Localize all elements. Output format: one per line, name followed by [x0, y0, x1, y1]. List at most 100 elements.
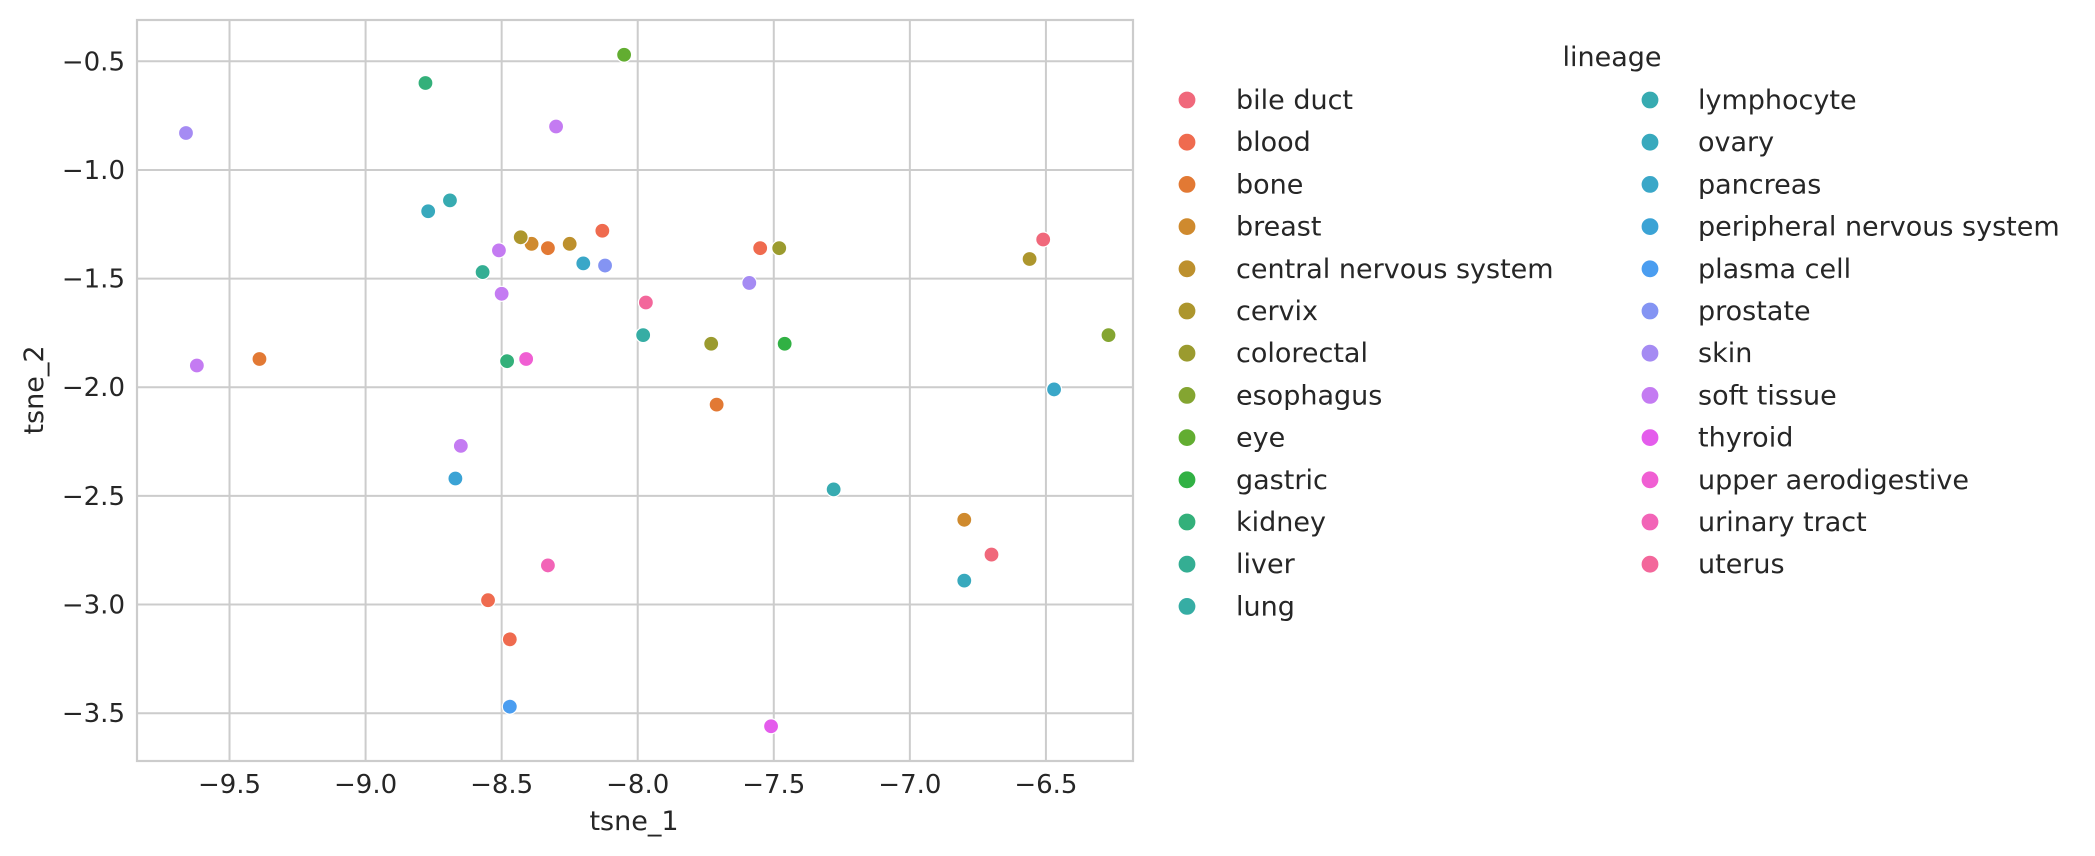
data-point — [177, 124, 195, 142]
y-tick-label: −2.0 — [62, 373, 125, 403]
legend-marker — [1177, 217, 1197, 237]
x-tick-label: −7.0 — [878, 770, 941, 800]
y-tick-label: −3.5 — [62, 699, 125, 729]
x-tick-label: −9.5 — [198, 770, 261, 800]
legend-label: eye — [1236, 423, 1285, 454]
legend-marker — [1177, 596, 1197, 617]
data-point — [825, 481, 842, 498]
y-axis-title: tsne_2 — [19, 345, 50, 434]
legend-marker — [1640, 428, 1660, 448]
legend-label: peripheral nervous system — [1698, 212, 2060, 243]
legend-marker — [1640, 554, 1660, 574]
data-point — [452, 437, 469, 455]
data-point — [188, 357, 205, 374]
legend-label: esophagus — [1236, 380, 1382, 411]
legend-label: ovary — [1698, 127, 1774, 158]
legend-marker — [1640, 470, 1660, 490]
data-point — [956, 511, 973, 528]
legend-label: kidney — [1236, 507, 1326, 538]
grid — [137, 20, 1133, 761]
legend-label: liver — [1236, 549, 1296, 580]
data-point — [474, 263, 491, 281]
x-tick-label: −6.5 — [1014, 770, 1077, 800]
legend-marker — [1177, 259, 1197, 279]
data-point — [518, 350, 535, 368]
legend-label: bile duct — [1236, 85, 1353, 116]
legend-label: gastric — [1236, 465, 1328, 496]
legend-label: upper aerodigestive — [1698, 465, 1969, 496]
data-point — [547, 118, 565, 135]
data-point — [741, 274, 758, 292]
y-tick-label: −0.5 — [62, 47, 125, 77]
legend-marker — [1640, 259, 1660, 279]
data-point — [703, 335, 720, 352]
legend-label: plasma cell — [1698, 254, 1851, 285]
data-point — [616, 46, 633, 63]
data-point — [575, 255, 592, 272]
legend-label: uterus — [1698, 549, 1785, 580]
y-tick-label: −3.0 — [62, 591, 125, 621]
data-point — [561, 235, 578, 252]
data-point — [501, 631, 518, 648]
x-tick-label: −9.0 — [334, 770, 397, 800]
data-point — [637, 294, 654, 311]
data-point — [251, 350, 268, 368]
legend-label: lymphocyte — [1698, 85, 1857, 116]
data-point — [539, 557, 557, 574]
data-point — [498, 353, 516, 370]
x-axis-title: tsne_1 — [589, 806, 678, 837]
legend-label: breast — [1236, 212, 1321, 243]
data-point — [594, 222, 611, 239]
y-tick-label: −1.5 — [62, 265, 125, 295]
legend: lineage bile duct blood bone breast central … — [1177, 42, 2060, 622]
legend-label: lung — [1236, 591, 1295, 622]
data-point — [956, 572, 973, 589]
data-point — [1045, 381, 1063, 398]
data-point — [490, 242, 508, 259]
legend-label: colorectal — [1236, 338, 1368, 369]
data-point — [417, 74, 434, 92]
legend-marker — [1177, 90, 1197, 110]
legend-marker — [1640, 301, 1660, 321]
legend-label: soft tissue — [1698, 380, 1837, 411]
legend-marker — [1177, 301, 1197, 321]
legend-marker — [1177, 470, 1197, 490]
data-point — [635, 326, 652, 344]
data-point — [539, 240, 557, 257]
legend-marker — [1640, 343, 1660, 363]
y-tick-label: −2.5 — [62, 482, 125, 512]
legend-marker — [1177, 554, 1197, 574]
legend-marker — [1177, 132, 1197, 152]
legend-marker — [1640, 132, 1660, 152]
data-point — [1035, 231, 1052, 248]
data-point — [762, 718, 780, 735]
legend-label: prostate — [1698, 296, 1811, 327]
legend-label: blood — [1236, 127, 1311, 158]
legend-label: skin — [1698, 338, 1752, 369]
legend-label: pancreas — [1698, 169, 1821, 200]
data-point — [596, 257, 614, 274]
data-point — [776, 335, 793, 352]
legend-marker — [1640, 90, 1660, 110]
y-axis-ticks: −0.5 −1.0 −1.5 −2.0 −2.5 −3.0 −3.5 — [62, 47, 125, 729]
legend-label: urinary tract — [1698, 507, 1867, 538]
legend-marker — [1177, 174, 1197, 194]
legend-label: thyroid — [1698, 423, 1793, 454]
legend-marker — [1177, 428, 1197, 448]
legend-marker — [1177, 385, 1197, 405]
data-point — [1021, 250, 1038, 268]
x-tick-label: −8.0 — [606, 770, 669, 800]
legend-marker — [1640, 385, 1660, 405]
data-point — [501, 698, 518, 715]
data-point — [983, 546, 1000, 563]
data-point — [771, 240, 788, 257]
data-point — [479, 592, 497, 609]
data-point — [441, 192, 459, 209]
data-point — [752, 240, 769, 257]
x-axis-ticks: −9.5 −9.0 −8.5 −8.0 −7.5 −7.0 −6.5 — [198, 770, 1078, 800]
data-point — [447, 470, 464, 487]
legend-label: bone — [1236, 169, 1303, 200]
data-point — [1100, 326, 1117, 344]
plot-area-frame — [135, 18, 1135, 763]
